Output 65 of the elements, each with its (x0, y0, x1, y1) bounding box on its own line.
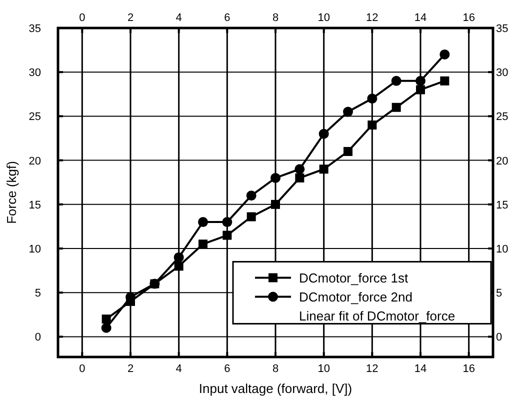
x-tick-label: 0 (79, 12, 86, 24)
x2-tick-label: 16 (462, 363, 475, 375)
annotation: Linear fit of DCmotor_force (299, 308, 456, 324)
y2-tick-label: 10 (496, 244, 508, 256)
y2-tick-label: 20 (496, 155, 508, 168)
x-axis-title: Input valtage (forward, [V]) (198, 381, 352, 396)
x-tick-label: 14 (414, 12, 427, 24)
point (222, 217, 232, 228)
x-tick-label: 8 (272, 12, 279, 24)
point (294, 164, 305, 174)
y2-tick-label: 25 (496, 111, 508, 124)
point (416, 76, 426, 86)
x-tick-label: 6 (224, 12, 230, 24)
y-tick-label: 35 (28, 23, 41, 35)
y-tick-label: 20 (28, 155, 41, 168)
y-tick-label: 15 (28, 199, 41, 212)
point (174, 252, 184, 262)
y-tick-label: 30 (28, 67, 41, 80)
point (392, 102, 401, 112)
x2-tick-label: 2 (127, 363, 134, 375)
point (344, 146, 352, 156)
y2-tick-label: 15 (496, 199, 508, 212)
x-tick-label: 12 (366, 12, 378, 24)
x2-tick-label: 10 (318, 363, 330, 375)
point (368, 120, 377, 130)
point (416, 85, 425, 94)
y-tick-label: 0 (34, 332, 41, 344)
point (271, 200, 280, 209)
x-tick-label: 16 (462, 12, 475, 24)
legend-label: DCmotor_force 1st (299, 270, 408, 286)
legend-label: DCmotor_force 2nd (299, 290, 412, 305)
point (440, 76, 450, 86)
point (198, 217, 208, 228)
y2-tick-label: 0 (496, 332, 502, 344)
y-tick-label: 10 (28, 244, 41, 256)
y2-tick-label: 30 (496, 67, 508, 80)
y2-tick-label: 35 (496, 23, 508, 35)
point (101, 322, 112, 333)
point (270, 172, 280, 183)
y-axis-title: Force (kgf) (4, 161, 19, 224)
point (246, 212, 256, 222)
x2-tick-label: 4 (176, 363, 182, 375)
y-tick-label: 25 (28, 111, 41, 124)
x2-tick-label: 8 (272, 363, 279, 375)
point (102, 314, 111, 324)
x-tick-label: 10 (318, 12, 330, 24)
y2-tick-label: 5 (496, 288, 502, 300)
x-tick-label: 2 (127, 12, 134, 24)
point (222, 230, 232, 240)
x-tick-label: 4 (176, 12, 182, 24)
point (367, 94, 378, 104)
point (198, 240, 208, 249)
point (318, 128, 329, 139)
point (174, 262, 184, 271)
point (440, 49, 450, 60)
point (246, 190, 256, 201)
x2-tick-label: 0 (79, 363, 86, 375)
point (391, 76, 402, 86)
x2-tick-label: 14 (414, 363, 427, 375)
point (319, 164, 328, 174)
x2-tick-label: 6 (224, 363, 230, 375)
x2-tick-label: 12 (366, 363, 378, 375)
point (343, 106, 353, 117)
y-tick-label: 5 (34, 288, 41, 300)
point (295, 173, 304, 182)
